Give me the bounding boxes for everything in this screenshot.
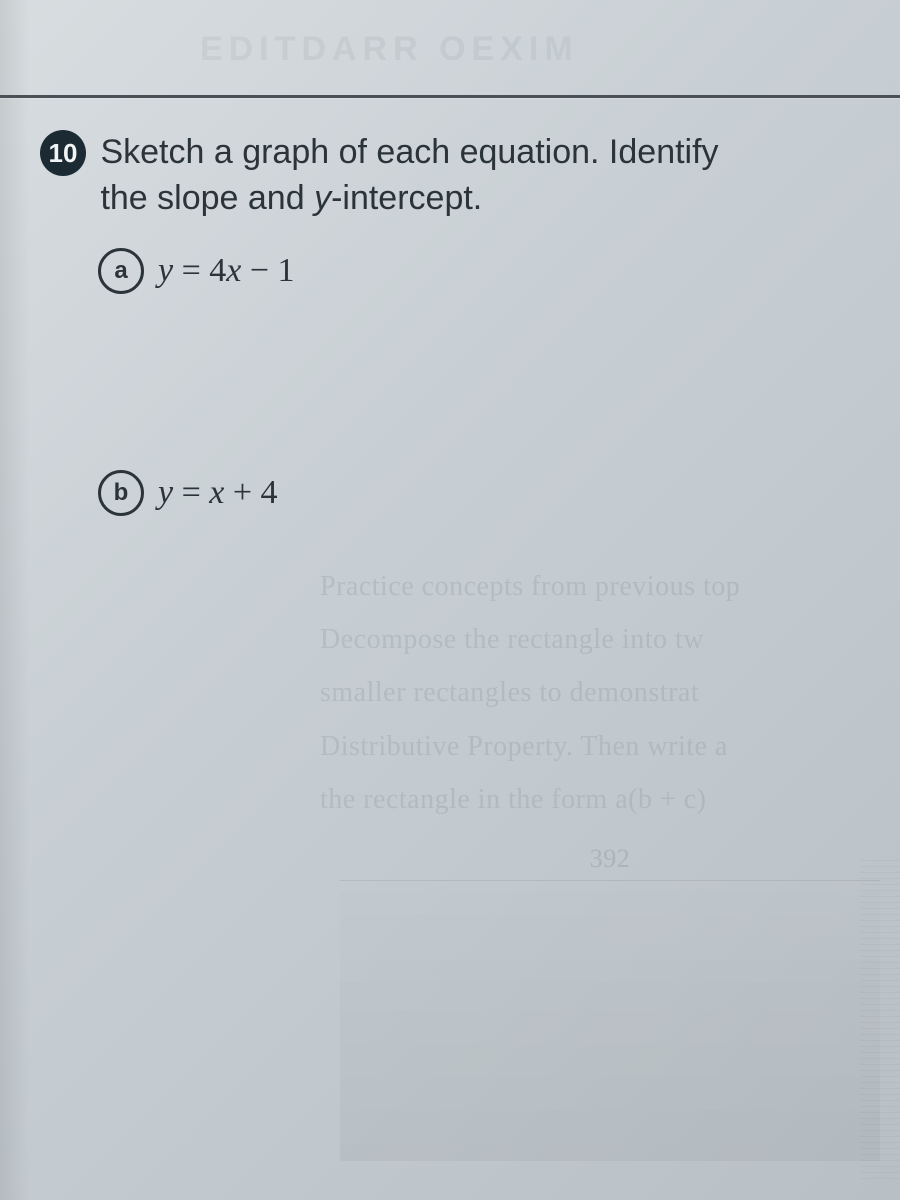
- part-b-equation: y = x + 4: [158, 474, 278, 512]
- problem-instruction: Sketch a graph of each equation. Identif…: [100, 130, 718, 222]
- ghost-page-number: 392: [320, 844, 900, 874]
- ghost-line-5: the rectangle in the form a(b + c): [320, 773, 900, 826]
- instr-line2-pre: the slope and: [100, 179, 314, 217]
- part-b-label: b: [98, 470, 144, 516]
- page-gutter-shadow: [340, 880, 880, 1161]
- top-rule: [0, 95, 900, 98]
- instr-line1: Sketch a graph of each equation. Identif…: [100, 133, 718, 171]
- left-shadow: [0, 0, 30, 1200]
- eq-a-tail: − 1: [241, 252, 294, 289]
- part-a-equation: y = 4x − 1: [158, 252, 295, 290]
- eq-a-x: x: [226, 252, 241, 289]
- instr-line2-ital: y: [314, 179, 331, 217]
- part-a: a y = 4x − 1: [98, 248, 860, 294]
- page: EDITDARR OEXIM 10 Sketch a graph of each…: [0, 0, 900, 1200]
- eq-b-tail: + 4: [224, 474, 277, 511]
- ghost-line-1: Practice concepts from previous top: [320, 560, 900, 613]
- page-edge-lines: [860, 860, 900, 1180]
- ghost-line-4: Distributive Property. Then write a: [320, 720, 900, 773]
- ghost-line-3: smaller rectangles to demonstrat: [320, 666, 900, 719]
- eq-a-mid: = 4: [173, 252, 226, 289]
- problem-number-badge: 10: [40, 130, 86, 176]
- problem-block: 10 Sketch a graph of each equation. Iden…: [40, 130, 860, 294]
- bleed-through-body: Practice concepts from previous top Deco…: [320, 560, 900, 874]
- part-a-label: a: [98, 248, 144, 294]
- eq-a-y: y: [158, 252, 173, 289]
- eq-b-mid: =: [173, 474, 209, 511]
- instr-line2-post: -intercept.: [331, 179, 482, 217]
- part-b: b y = x + 4: [98, 470, 278, 516]
- eq-b-y: y: [158, 474, 173, 511]
- ghost-line-2: Decompose the rectangle into tw: [320, 613, 900, 666]
- eq-b-x: x: [209, 474, 224, 511]
- bleed-through-header: EDITDARR OEXIM: [200, 30, 579, 69]
